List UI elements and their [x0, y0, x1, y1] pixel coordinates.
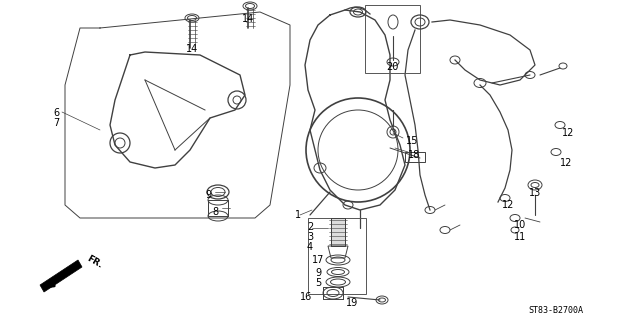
Text: 16: 16: [300, 292, 312, 302]
Text: 9: 9: [205, 190, 211, 200]
Text: 1: 1: [295, 210, 301, 220]
Bar: [323, 287, 343, 299]
Text: 12: 12: [502, 200, 514, 210]
Text: 11: 11: [514, 232, 526, 242]
Text: 6: 6: [53, 108, 59, 118]
Text: 4: 4: [307, 242, 313, 252]
Text: 8: 8: [212, 207, 218, 217]
Text: 12: 12: [560, 158, 572, 168]
Bar: [365, 5, 420, 73]
Text: 10: 10: [514, 220, 526, 230]
Text: 14: 14: [186, 44, 198, 54]
Text: 14: 14: [242, 14, 254, 24]
Text: 2: 2: [307, 222, 313, 232]
Text: FR.: FR.: [85, 254, 104, 270]
Bar: [405, 152, 425, 162]
Text: 7: 7: [53, 118, 59, 128]
Bar: [308, 218, 366, 294]
Bar: [331, 218, 345, 246]
Text: 5: 5: [315, 278, 321, 288]
Text: 9: 9: [315, 268, 321, 278]
Text: 20: 20: [386, 62, 398, 72]
Text: 3: 3: [307, 232, 313, 242]
Text: 18: 18: [408, 150, 420, 160]
Polygon shape: [40, 260, 82, 292]
Text: 19: 19: [346, 298, 358, 308]
Text: 12: 12: [562, 128, 574, 138]
Text: 15: 15: [406, 136, 418, 146]
Text: 17: 17: [312, 255, 324, 265]
Bar: [208, 200, 228, 216]
Text: 13: 13: [529, 188, 541, 198]
Text: ST83-B2700A: ST83-B2700A: [529, 306, 583, 315]
